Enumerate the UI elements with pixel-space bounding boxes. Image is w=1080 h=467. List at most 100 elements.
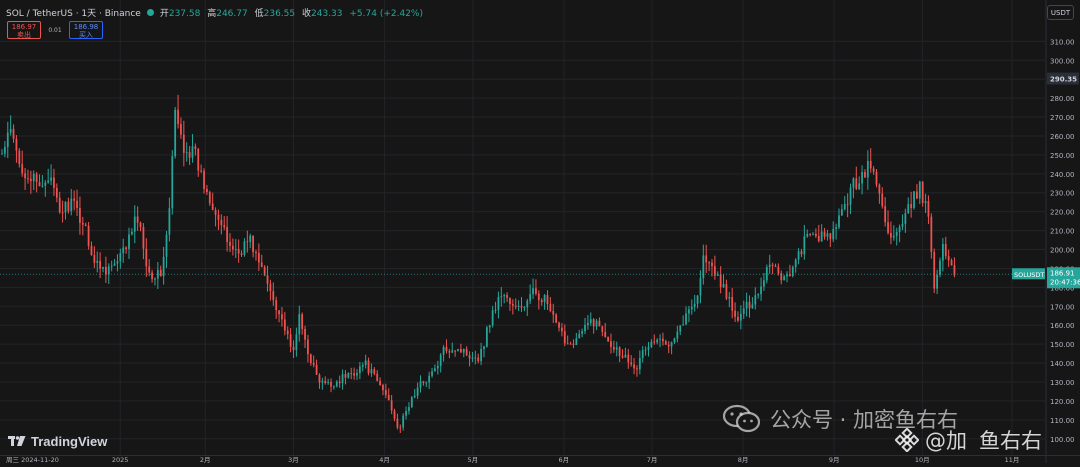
candle bbox=[246, 230, 249, 253]
candle bbox=[843, 196, 846, 211]
candle-body bbox=[760, 286, 762, 295]
symbol-title[interactable]: SOL / TetherUS · 1天 · Binance bbox=[6, 9, 141, 19]
candle bbox=[858, 176, 861, 191]
candle bbox=[586, 314, 589, 330]
candle-body bbox=[298, 314, 301, 335]
candle-body bbox=[237, 249, 240, 254]
candle bbox=[838, 208, 840, 230]
candle bbox=[737, 311, 739, 323]
candle-body bbox=[460, 349, 462, 353]
candle bbox=[693, 294, 696, 312]
open-label: 开 bbox=[159, 9, 169, 19]
candle bbox=[907, 197, 910, 215]
trade-panel: 186.97 卖出 0.01 186.98 买入 bbox=[7, 21, 103, 39]
candle bbox=[711, 259, 713, 277]
sell-button[interactable]: 186.97 卖出 bbox=[7, 21, 41, 39]
candle-body bbox=[307, 339, 309, 355]
candle-body bbox=[361, 365, 364, 367]
candle bbox=[598, 317, 601, 327]
y-tick-label: 230.00 bbox=[1050, 190, 1075, 198]
candle-body bbox=[142, 226, 145, 249]
candle-body bbox=[234, 249, 237, 251]
candle-body bbox=[434, 368, 436, 372]
candle bbox=[742, 300, 745, 320]
candle bbox=[370, 363, 373, 377]
candle bbox=[272, 282, 275, 306]
candle-body bbox=[399, 427, 402, 429]
candle-body bbox=[696, 295, 699, 304]
candle-body bbox=[662, 338, 664, 342]
candle bbox=[87, 221, 90, 250]
candle-body bbox=[742, 308, 745, 314]
candle bbox=[79, 196, 81, 235]
candle-body bbox=[861, 172, 863, 184]
candle-body bbox=[18, 150, 21, 165]
candle-body bbox=[820, 231, 823, 242]
candle bbox=[462, 348, 465, 358]
candle bbox=[783, 274, 786, 281]
candle-body bbox=[200, 170, 203, 172]
candle-body bbox=[396, 418, 399, 428]
buy-button[interactable]: 186.98 买入 bbox=[69, 21, 103, 39]
candle bbox=[451, 342, 454, 354]
candle bbox=[480, 342, 482, 366]
tradingview-logo[interactable]: TradingView bbox=[8, 434, 107, 449]
candle bbox=[50, 164, 52, 186]
candle-body bbox=[145, 248, 148, 267]
candle-body bbox=[15, 138, 18, 151]
candle bbox=[226, 216, 229, 252]
candle bbox=[18, 148, 21, 168]
candle-body bbox=[428, 375, 431, 383]
candle-body bbox=[777, 266, 780, 274]
candle-body bbox=[754, 295, 757, 305]
candle-body bbox=[647, 347, 650, 350]
candle bbox=[344, 370, 347, 385]
candle-body bbox=[950, 260, 953, 266]
candle bbox=[168, 197, 171, 242]
candle-body bbox=[197, 148, 200, 171]
watermark-line-1: 公众号 · 加密鱼右右 bbox=[722, 404, 958, 434]
candle bbox=[826, 229, 829, 241]
candle bbox=[278, 310, 280, 323]
candle-body bbox=[869, 160, 872, 169]
watermark-line-2: @加 鱼右右 bbox=[895, 425, 1042, 455]
tradingview-icon bbox=[8, 436, 26, 446]
candle-body bbox=[483, 346, 485, 350]
candle bbox=[561, 322, 563, 337]
candle-body bbox=[907, 204, 910, 214]
candle-body bbox=[416, 387, 419, 396]
symbol-tag-label: SOLUSDT bbox=[1014, 271, 1044, 279]
candle-body bbox=[939, 260, 941, 275]
candle-body bbox=[581, 331, 584, 334]
candle bbox=[422, 380, 425, 386]
candle-body bbox=[226, 227, 229, 242]
candle bbox=[182, 120, 185, 167]
currency-button[interactable]: USDT bbox=[1047, 5, 1074, 20]
candle-body bbox=[676, 331, 679, 339]
candle bbox=[125, 246, 127, 254]
candle bbox=[122, 238, 125, 263]
candle bbox=[269, 279, 272, 301]
candle-body bbox=[139, 222, 142, 227]
candle-body bbox=[774, 265, 777, 267]
candle-body bbox=[673, 338, 676, 343]
candle-body bbox=[451, 350, 454, 353]
candle-body bbox=[55, 187, 58, 198]
candle bbox=[32, 170, 35, 191]
candle-body bbox=[751, 304, 754, 309]
candle-body bbox=[217, 214, 220, 220]
candle bbox=[73, 190, 76, 211]
candle-body bbox=[549, 304, 552, 311]
candle bbox=[667, 341, 670, 354]
spread-value: 0.01 bbox=[48, 26, 62, 34]
candle-body bbox=[133, 216, 136, 232]
time-axis[interactable]: 周三 2024-11-20 2025 2月 3月 4月 5月 6月 7月 8月 9月 10月 11月 bbox=[0, 455, 1080, 464]
candle bbox=[558, 321, 560, 332]
price-axis[interactable]: 100.00 110.00 120.00 130.00 140.00 150.00 160.… bbox=[1045, 0, 1080, 463]
candle bbox=[673, 337, 676, 345]
candle-body bbox=[540, 300, 543, 303]
candle bbox=[705, 244, 708, 273]
candle bbox=[716, 271, 719, 276]
